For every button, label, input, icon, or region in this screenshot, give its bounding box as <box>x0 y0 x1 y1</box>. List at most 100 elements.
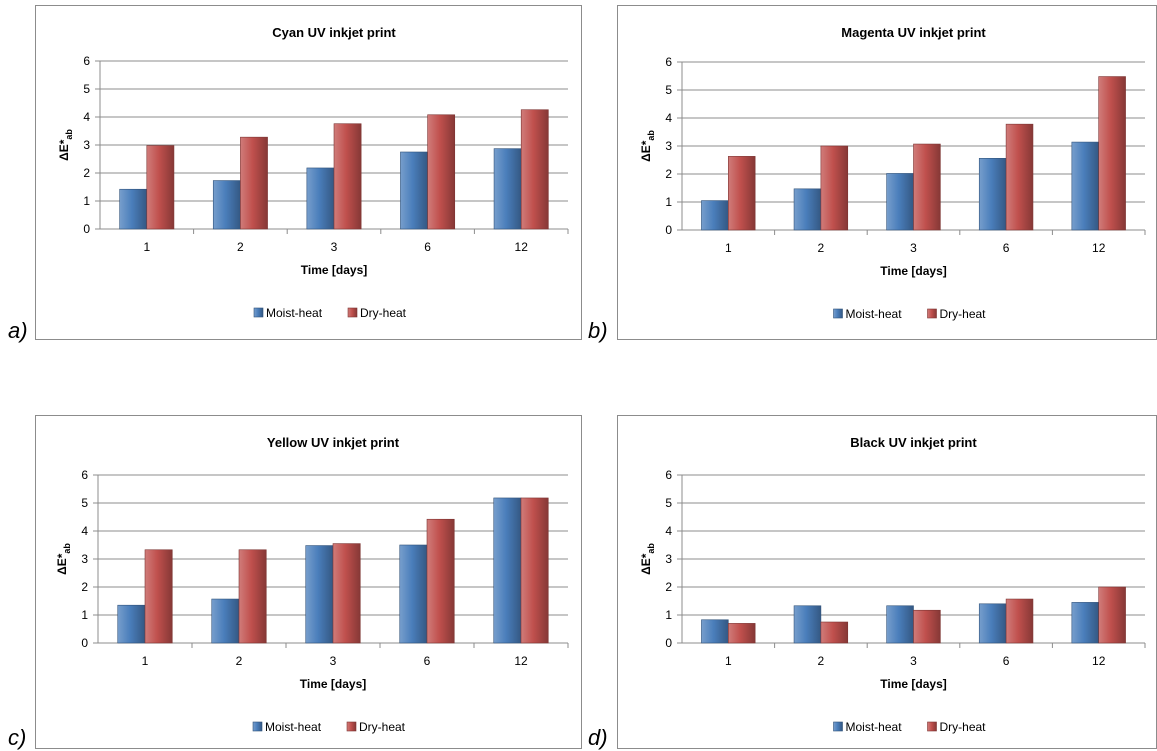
legend-swatch-moist-heat <box>833 308 843 319</box>
bar-moist-heat-black-day-12 <box>1071 602 1100 644</box>
bar-dry-heat-cyan-day-1 <box>146 145 175 230</box>
x-tick-label: 6 <box>1003 241 1010 255</box>
y-axis-label: ΔE*ab <box>55 543 72 575</box>
y-tick-label: 4 <box>81 524 88 538</box>
legend-label-dry-heat: Dry-heat <box>359 720 406 734</box>
legend-label-moist-heat: Moist-heat <box>265 720 322 734</box>
x-tick-label: 1 <box>725 241 732 255</box>
legend-label-dry-heat: Dry-heat <box>940 307 987 321</box>
legend-label-moist-heat: Moist-heat <box>846 720 903 734</box>
bar-dry-heat-magenta-day-3 <box>913 143 941 231</box>
x-tick-label: 2 <box>818 654 825 668</box>
bar-moist-heat-magenta-day-6 <box>978 158 1007 231</box>
bar-dry-heat-cyan-day-12 <box>520 109 549 230</box>
x-tick-label: 1 <box>143 240 150 254</box>
chart-panel-cyan: Cyan UV inkjet print 0 1 2 3 4 5 6 1 2 3 6 12 Time [d… <box>35 5 582 340</box>
bar-moist-heat-magenta-day-3 <box>886 173 914 231</box>
y-tick-label: 4 <box>83 110 90 124</box>
bar-moist-heat-black-day-1 <box>701 619 729 644</box>
x-axis-label: Time [days] <box>880 264 946 278</box>
x-tick-label: 12 <box>515 240 529 254</box>
y-tick-label: 5 <box>81 496 88 510</box>
bar-dry-heat-cyan-day-3 <box>333 123 362 230</box>
x-axis-label: Time [days] <box>301 263 367 277</box>
y-tick-label: 5 <box>83 82 90 96</box>
x-tick-label: 3 <box>910 241 917 255</box>
y-tick-label: 0 <box>665 223 672 237</box>
bar-moist-heat-yellow-day-3 <box>305 545 334 644</box>
bar-moist-heat-cyan-day-3 <box>306 167 335 230</box>
y-axis-label-subscript: ab <box>64 129 74 140</box>
bar-dry-heat-black-day-3 <box>913 609 941 644</box>
bar-dry-heat-black-day-6 <box>1005 598 1034 644</box>
y-tick-label: 0 <box>81 636 88 650</box>
legend-swatch-dry-heat <box>346 721 357 732</box>
bar-dry-heat-cyan-day-2 <box>240 136 268 230</box>
chart-title: Magenta UV inkjet print <box>841 25 986 40</box>
legend-swatch-dry-heat <box>927 721 937 732</box>
y-axis-label: ΔE*ab <box>639 130 656 162</box>
chart-title: Cyan UV inkjet print <box>272 25 396 40</box>
bar-moist-heat-magenta-day-1 <box>701 200 729 231</box>
x-tick-label: 2 <box>236 654 243 668</box>
y-tick-label: 0 <box>665 636 672 650</box>
bar-moist-heat-cyan-day-6 <box>400 151 428 230</box>
y-tick-label: 0 <box>83 222 90 236</box>
y-tick-label: 2 <box>665 167 672 181</box>
y-tick-label: 2 <box>83 166 90 180</box>
x-tick-label: 2 <box>237 240 244 254</box>
panel-label-d: d) <box>588 725 608 750</box>
legend-label-moist-heat: Moist-heat <box>846 307 903 321</box>
bar-dry-heat-yellow-day-2 <box>238 549 267 644</box>
bar-dry-heat-yellow-day-1 <box>144 549 173 644</box>
chart-panel-yellow: Yellow UV inkjet print 0 1 2 3 4 5 6 1 2 3 6 12 Time … <box>35 415 582 749</box>
bar-moist-heat-yellow-day-12 <box>493 497 522 644</box>
legend-swatch-moist-heat <box>253 307 264 318</box>
bar-moist-heat-magenta-day-2 <box>793 188 822 231</box>
bar-dry-heat-black-day-12 <box>1098 586 1126 644</box>
bar-dry-heat-magenta-day-1 <box>728 156 756 231</box>
x-tick-label: 2 <box>818 241 825 255</box>
y-tick-label: 6 <box>665 55 672 69</box>
legend-label-dry-heat: Dry-heat <box>940 720 987 734</box>
x-tick-label: 6 <box>1003 654 1010 668</box>
chart-panel-magenta: Magenta UV inkjet print 0 1 2 3 4 5 6 1 2 3 6 12 Time… <box>617 5 1157 340</box>
bar-moist-heat-black-day-2 <box>793 605 822 644</box>
x-tick-label: 3 <box>331 240 338 254</box>
y-axis-label: ΔE*ab <box>639 543 656 575</box>
bar-moist-heat-yellow-day-2 <box>211 598 240 644</box>
panel-label-b: b) <box>588 318 608 343</box>
bar-moist-heat-yellow-day-6 <box>399 544 428 644</box>
bar-moist-heat-black-day-6 <box>978 603 1007 644</box>
y-tick-label: 3 <box>81 552 88 566</box>
x-tick-label: 1 <box>725 654 732 668</box>
y-tick-label: 6 <box>83 54 90 68</box>
y-tick-label: 1 <box>81 608 88 622</box>
y-tick-label: 6 <box>665 468 672 482</box>
y-tick-label: 4 <box>665 524 672 538</box>
bar-moist-heat-cyan-day-2 <box>212 180 241 230</box>
chart-title: Black UV inkjet print <box>850 435 977 450</box>
bar-dry-heat-yellow-day-3 <box>332 543 361 644</box>
panel-label-c: c) <box>8 725 27 750</box>
bar-dry-heat-yellow-day-6 <box>426 518 455 644</box>
x-tick-label: 1 <box>142 654 149 668</box>
y-tick-label: 5 <box>665 83 672 97</box>
y-tick-label: 3 <box>665 139 672 153</box>
panel-label-a: a) <box>8 318 28 343</box>
x-tick-label: 3 <box>910 654 917 668</box>
y-tick-label: 6 <box>81 468 88 482</box>
bar-moist-heat-cyan-day-12 <box>493 148 522 230</box>
legend-swatch-dry-heat <box>347 307 358 318</box>
y-axis-label-subscript: ab <box>646 130 656 141</box>
bar-moist-heat-cyan-day-1 <box>119 188 148 230</box>
x-tick-label: 6 <box>424 240 431 254</box>
y-tick-label: 2 <box>665 580 672 594</box>
bar-moist-heat-black-day-3 <box>886 605 914 644</box>
legend-swatch-moist-heat <box>833 721 843 732</box>
legend-label-moist-heat: Moist-heat <box>266 306 323 320</box>
y-tick-label: 3 <box>665 552 672 566</box>
